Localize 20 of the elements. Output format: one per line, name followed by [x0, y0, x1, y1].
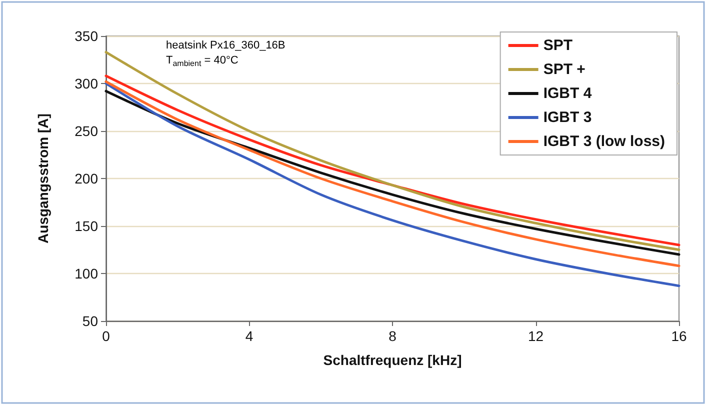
legend-label: IGBT 3	[543, 109, 592, 126]
x-tick-label: 0	[102, 328, 110, 344]
x-tick-label: 16	[671, 328, 687, 344]
y-tick-label: 300	[74, 76, 98, 92]
legend-label: SPT +	[543, 61, 586, 78]
y-tick-label: 100	[74, 266, 98, 282]
annotation: heatsink Px16_360_16B	[166, 40, 286, 52]
y-tick-label: 50	[82, 313, 98, 329]
legend-label: SPT	[543, 37, 573, 54]
legend-label: IGBT 3 (low loss)	[543, 133, 666, 150]
y-tick-label: 200	[74, 170, 98, 186]
x-axis-title: Schaltfrequenz [kHz]	[323, 352, 462, 368]
x-tick-label: 4	[245, 328, 254, 344]
y-axis-title: Ausgangsstrom [A]	[35, 114, 51, 244]
legend-label: IGBT 4	[543, 85, 592, 102]
y-tick-label: 150	[74, 218, 98, 234]
x-tick-label: 12	[528, 328, 544, 344]
y-tick-label: 250	[74, 123, 98, 139]
y-tick-label: 350	[74, 28, 98, 44]
x-tick-label: 8	[388, 328, 397, 344]
